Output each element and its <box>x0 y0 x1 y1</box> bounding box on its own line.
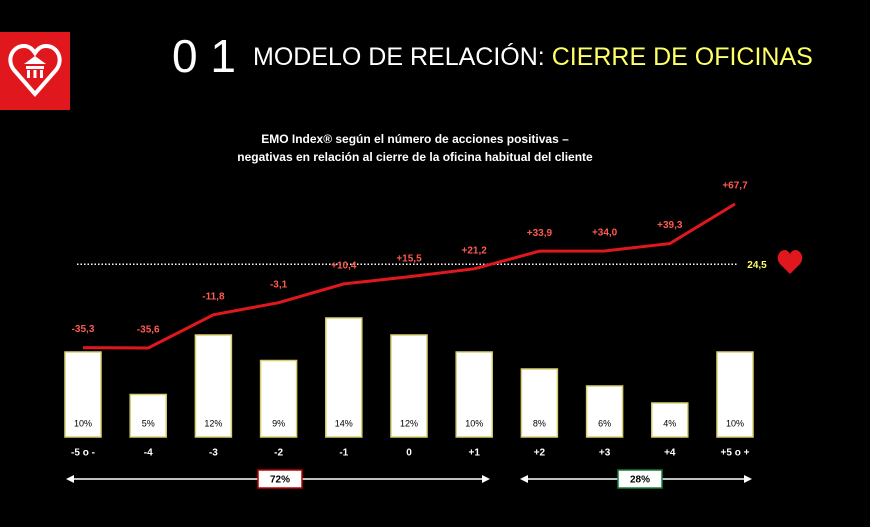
x-tick-label: 0 <box>406 448 412 459</box>
bar <box>520 368 559 438</box>
line-value-label: -3,1 <box>270 279 288 290</box>
bar-value-label: 5% <box>142 418 155 428</box>
group-label: 28% <box>630 475 650 486</box>
x-tick-label: +5 o + <box>721 448 750 459</box>
x-tick-label: -3 <box>209 448 218 459</box>
line-value-label: +10,4 <box>331 261 357 272</box>
line-value-label: +33,9 <box>527 228 553 239</box>
bar-value-label: 10% <box>465 418 483 428</box>
chart-title: EMO Index® según el número de acciones p… <box>261 132 569 146</box>
ref-icon <box>777 250 803 274</box>
line-value-label: +34,0 <box>592 228 618 239</box>
line-value-label: +39,3 <box>657 220 683 231</box>
bar <box>716 351 754 438</box>
bar <box>455 351 493 438</box>
logo <box>0 32 70 110</box>
x-tick-label: +1 <box>468 448 480 459</box>
group-box <box>257 469 303 489</box>
title: MODELO DE RELACIÓN: <box>253 42 545 71</box>
bar-value-label: 6% <box>598 418 611 428</box>
bar-value-label: 9% <box>272 418 285 428</box>
x-tick-label: -4 <box>144 448 153 459</box>
line-value-label: -35,6 <box>137 325 160 336</box>
line-value-label: +67,7 <box>722 181 748 192</box>
x-tick-label: +2 <box>534 448 546 459</box>
line-value-label: +15,5 <box>396 253 422 264</box>
bar-value-label: 4% <box>663 418 676 428</box>
x-tick-label: -2 <box>274 448 283 459</box>
bar <box>585 385 624 438</box>
bar-value-label: 12% <box>204 418 222 428</box>
bar <box>651 402 689 438</box>
bar-value-label: 14% <box>335 418 353 428</box>
title-highlight: CIERRE DE OFICINAS <box>552 43 813 71</box>
bar-value-label: 8% <box>533 418 546 428</box>
chart-title: negativas en relación al cierre de la of… <box>237 150 593 164</box>
x-tick-label: -1 <box>339 448 348 459</box>
group-label: 72% <box>270 475 290 486</box>
bar-value-label: 10% <box>726 418 744 428</box>
bar <box>129 393 167 438</box>
line-value-label: -35,3 <box>72 324 95 335</box>
line-value-label: -11,8 <box>202 291 225 302</box>
bar <box>64 351 102 438</box>
bar <box>325 317 363 438</box>
line-value-label: +21,2 <box>462 245 488 256</box>
x-tick-label: +3 <box>599 448 611 459</box>
reference-label: 24,5 <box>747 260 767 271</box>
bar-value-label: 12% <box>400 418 418 428</box>
slide-title: MODELO DE RELACIÓN: CIERRE DE OFICINAS <box>253 42 813 71</box>
bar <box>390 334 428 438</box>
x-tick-label: -5 o - <box>71 448 95 459</box>
section-number: 0 1 <box>172 30 236 82</box>
x-tick-label: +4 <box>664 448 676 459</box>
bar <box>194 334 233 438</box>
group-box <box>617 469 663 489</box>
bar-value-label: 10% <box>74 418 92 428</box>
bar <box>259 359 298 438</box>
line-series <box>82 202 736 350</box>
